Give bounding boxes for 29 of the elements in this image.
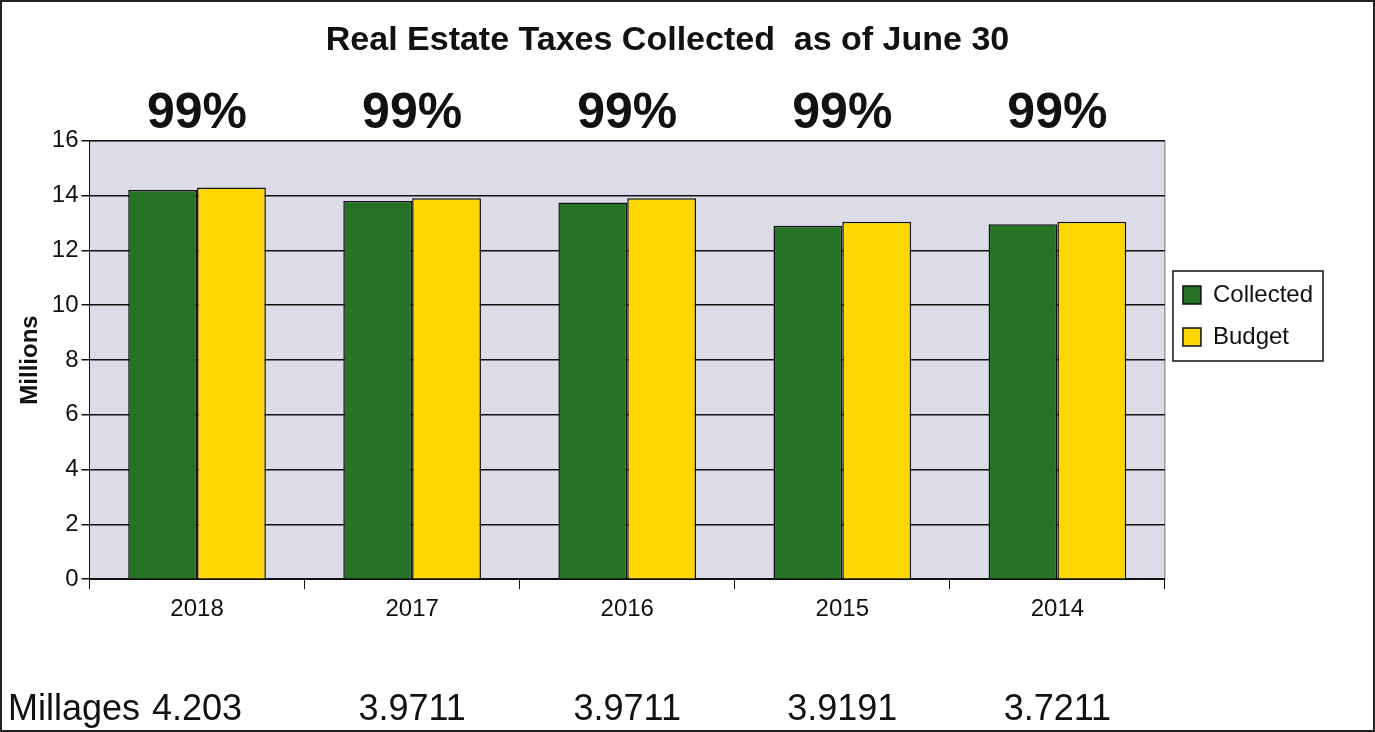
x-tick-label: 2015 <box>815 594 870 622</box>
text: 99% <box>362 82 463 139</box>
text: 4.203 <box>151 687 243 728</box>
x-tick-label: 2018 <box>170 594 224 622</box>
text: 3.7211 <box>1003 687 1112 728</box>
y-tick-label: 4 <box>65 454 79 482</box>
text: 99% <box>577 82 678 139</box>
y-tick-label: 2 <box>65 509 79 537</box>
text: 3.9711 <box>573 687 681 728</box>
x-tick-label: 2014 <box>1030 594 1085 622</box>
legend-label: Budget <box>1212 321 1290 349</box>
text: 99% <box>147 82 248 139</box>
y-tick-label: 16 <box>51 125 79 153</box>
y-tick-label: 12 <box>51 235 79 263</box>
y-tick-label: 14 <box>51 180 79 208</box>
x-tick-label: 2016 <box>600 594 654 622</box>
text: 99% <box>792 82 893 139</box>
legend-label: Collected <box>1212 279 1314 307</box>
y-tick-label: 6 <box>65 399 79 427</box>
x-tick-label: 2017 <box>385 594 439 622</box>
chart-title: Real Estate Taxes Collected as of June 30 <box>325 18 1010 57</box>
y-tick-label: 0 <box>65 563 79 591</box>
text: 99% <box>1007 82 1108 139</box>
y-tick-label: 8 <box>65 344 79 372</box>
text: Millages <box>8 687 141 728</box>
text: 3.9191 <box>787 687 898 728</box>
text: 3.9711 <box>358 687 466 728</box>
y-tick-label: 10 <box>51 289 79 317</box>
y-axis-title: Millions <box>15 315 43 405</box>
